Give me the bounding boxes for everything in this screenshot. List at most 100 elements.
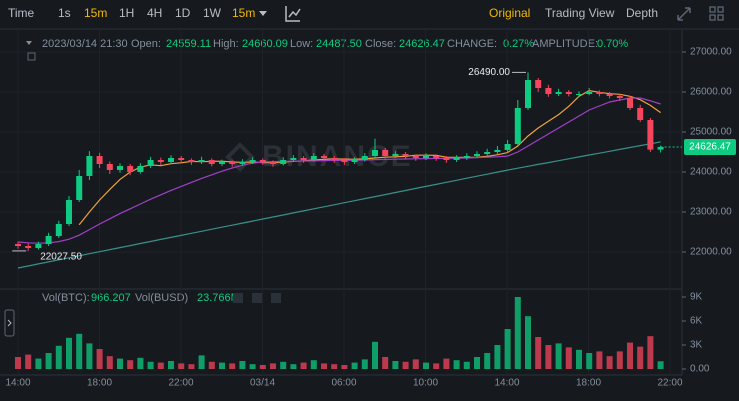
volume-bar: [647, 336, 654, 369]
volume-bar: [55, 345, 62, 369]
legend-label: Close:: [365, 38, 396, 50]
candle-body: [535, 80, 542, 88]
settings-icon[interactable]: [27, 52, 36, 61]
last-price-tag: [684, 138, 736, 155]
candle-body: [545, 88, 552, 94]
candle-body: [219, 162, 225, 164]
volume-bar: [576, 349, 582, 369]
last-price: 24626.47: [689, 142, 731, 153]
annotation: 26490.00: [468, 67, 510, 78]
interval[interactable]: 1H: [119, 6, 134, 20]
volume-bar: [504, 329, 511, 369]
volume-label: Vol(BTC):: [42, 292, 90, 304]
candle-body: [484, 152, 491, 154]
candle-body: [178, 158, 185, 160]
watermark: BINANCE: [262, 140, 413, 173]
candle-body: [657, 146, 664, 150]
legend-value: 24660.09: [242, 38, 288, 50]
volume-bar: [219, 362, 225, 369]
volume-bar: [525, 316, 531, 369]
candle-body: [86, 156, 93, 176]
candle-body: [15, 244, 21, 246]
candle-body: [382, 150, 389, 156]
moving-average: [78, 89, 661, 226]
volume-bar: [433, 363, 440, 369]
fullscreen-icon[interactable]: [677, 7, 691, 21]
candle-body: [55, 224, 62, 236]
interval[interactable]: Time: [8, 6, 35, 20]
candle-body: [321, 156, 327, 158]
interval-dropdown[interactable]: 15m: [232, 6, 255, 20]
legend-value: 0.27%: [503, 38, 534, 50]
volume-bar: [310, 360, 317, 369]
candle-body: [249, 160, 256, 162]
volume-bar: [208, 361, 215, 369]
candle-body: [392, 154, 399, 156]
volume-hide[interactable]: [252, 293, 262, 303]
interval[interactable]: 1s: [58, 6, 71, 20]
pane-toggle-arrow: [7, 319, 12, 327]
volume-settings[interactable]: [233, 293, 243, 303]
view-tab[interactable]: Trading View: [545, 6, 615, 20]
candle-body: [331, 158, 338, 160]
candle-body: [372, 150, 378, 156]
volume-bar: [66, 337, 72, 369]
x-tick-label: 14:00: [494, 378, 519, 389]
interval[interactable]: 1W: [203, 6, 222, 20]
interval[interactable]: 1D: [175, 6, 191, 20]
volume-tick-label: 6K: [690, 316, 703, 327]
volume-bar: [127, 360, 134, 369]
volume-bar: [25, 354, 32, 369]
candle-body: [341, 160, 348, 162]
candle-body: [96, 156, 103, 164]
volume-bar: [331, 364, 338, 369]
layout-icon[interactable]: [709, 6, 724, 21]
dropdown-arrow: [259, 11, 267, 16]
legend-collapse[interactable]: [26, 41, 32, 45]
moving-average: [17, 141, 661, 269]
interval[interactable]: 4H: [147, 6, 162, 20]
volume-bar: [229, 363, 236, 369]
volume-bar: [637, 346, 644, 369]
volume-bar: [117, 358, 123, 369]
volume-bar: [545, 345, 552, 369]
volume-bar: [555, 343, 562, 369]
volume-bar: [96, 349, 103, 369]
volume-bar: [453, 360, 460, 369]
legend-label: High:: [213, 38, 239, 50]
volume-bar: [76, 333, 83, 369]
candle-body: [647, 120, 654, 150]
volume-bar: [535, 337, 542, 369]
indicator-icon[interactable]: [285, 6, 301, 22]
volume-bar: [423, 362, 429, 369]
candle-body: [576, 94, 582, 95]
volume-bar: [596, 351, 603, 369]
candle-body: [198, 160, 205, 162]
view-tab[interactable]: Original: [489, 6, 530, 20]
volume-bar: [616, 351, 623, 369]
candle-body: [616, 96, 623, 98]
volume-bar: [443, 358, 450, 369]
view-tab[interactable]: Depth: [626, 6, 658, 20]
pane-toggle[interactable]: [4, 309, 15, 337]
candle-body: [606, 94, 613, 96]
candle-body: [147, 160, 154, 166]
candle-body: [270, 162, 276, 164]
volume-bar: [259, 365, 266, 369]
candle-body: [25, 246, 32, 248]
candle-body: [280, 160, 287, 164]
volume-bar: [280, 361, 287, 369]
interval[interactable]: 15m: [84, 6, 107, 20]
candle-body: [106, 164, 113, 170]
volume-bar: [270, 363, 276, 369]
volume-bar: [341, 365, 348, 369]
candle-body: [402, 154, 409, 156]
legend-label: CHANGE:: [447, 38, 497, 50]
volume-tick-label: 3K: [690, 340, 703, 351]
candle-body: [565, 92, 572, 94]
volume-close[interactable]: [271, 293, 281, 303]
candle-body: [586, 92, 593, 94]
candle-body: [504, 144, 511, 150]
annotation: 22027.50: [40, 252, 82, 263]
y-tick-label: 23000.00: [690, 207, 732, 218]
